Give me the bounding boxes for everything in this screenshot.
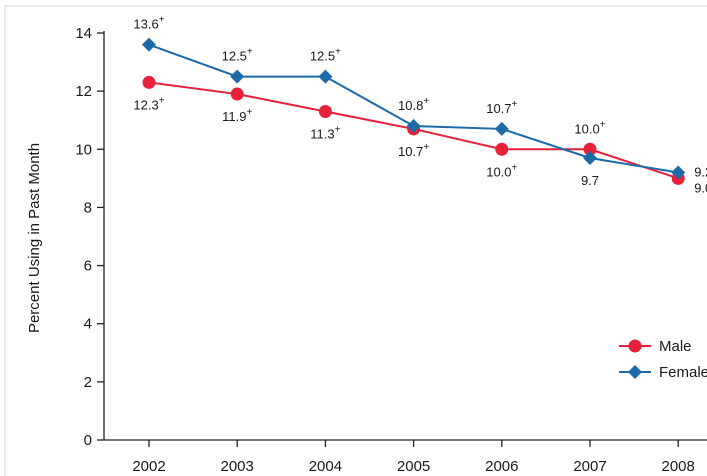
data-point <box>230 69 245 84</box>
series-layer: 12.3+ 11.9+ 11.3+ 10.7+ 10.0+ 10.0+ 9.0 13.6+ 12… <box>133 15 707 196</box>
data-label: 10.0+ <box>486 162 517 179</box>
y-tick-label: 4 <box>84 316 92 333</box>
data-point <box>406 119 421 134</box>
data-label: 9.2 <box>694 165 707 180</box>
axes: 0 2 4 6 8 10 12 14 2002 2003 2004 2005 2006 2007 2008 <box>75 25 707 475</box>
data-point <box>318 69 333 84</box>
legend: Male Female <box>619 338 707 381</box>
x-tick-label: 2007 <box>573 458 606 475</box>
data-label: 12.5+ <box>310 47 341 64</box>
data-point <box>583 151 597 166</box>
x-tick-label: 2008 <box>662 458 695 475</box>
y-tick-label: 8 <box>84 199 92 216</box>
data-label: 10.0+ <box>574 119 605 136</box>
data-point <box>583 142 597 156</box>
data-label: 11.9+ <box>222 107 252 124</box>
data-label: 10.8+ <box>398 96 429 113</box>
data-label: 10.7+ <box>486 99 517 116</box>
chart-frame <box>4 5 707 476</box>
x-tick-label: 2006 <box>485 458 518 475</box>
data-point <box>142 37 156 52</box>
data-point <box>494 121 509 136</box>
legend-item-female: Female <box>619 364 707 381</box>
x-tick-label: 2004 <box>309 458 342 475</box>
data-label: 12.5+ <box>222 47 253 64</box>
data-point <box>230 87 244 101</box>
x-tick-label: 2003 <box>221 458 254 475</box>
y-tick-label: 0 <box>84 432 92 449</box>
x-tick-label: 2002 <box>132 458 165 475</box>
data-label: 13.6+ <box>133 15 164 32</box>
data-label: 10.7+ <box>398 142 429 159</box>
data-labels-male: 12.3+ 11.9+ 11.3+ 10.7+ 10.0+ 10.0+ 9.0 <box>133 95 707 195</box>
y-tick-label: 2 <box>84 374 92 391</box>
legend-marker <box>628 365 642 379</box>
y-axis-label: Percent Using in Past Month <box>26 143 43 333</box>
data-label: 9.7 <box>581 173 599 188</box>
legend-item-male: Male <box>619 338 692 355</box>
data-label: 12.3+ <box>133 95 164 112</box>
legend-marker <box>628 339 642 353</box>
x-tick-label: 2005 <box>397 458 430 475</box>
data-label: 11.3+ <box>310 124 340 141</box>
data-label: 9.0 <box>694 180 707 195</box>
data-point <box>671 165 686 180</box>
legend-label: Female <box>659 364 707 381</box>
y-tick-label: 6 <box>84 258 92 275</box>
data-point <box>495 142 509 156</box>
legend-label: Male <box>659 338 692 355</box>
y-tick-label: 10 <box>75 141 92 158</box>
y-tick-label: 12 <box>75 83 92 100</box>
series-female <box>142 37 686 180</box>
data-point <box>318 104 332 118</box>
data-point <box>142 75 156 89</box>
y-tick-label: 14 <box>75 25 92 42</box>
data-labels-female: 13.6+ 12.5+ 12.5+ 10.8+ 10.7+ 9.7 9.2 <box>133 15 707 188</box>
